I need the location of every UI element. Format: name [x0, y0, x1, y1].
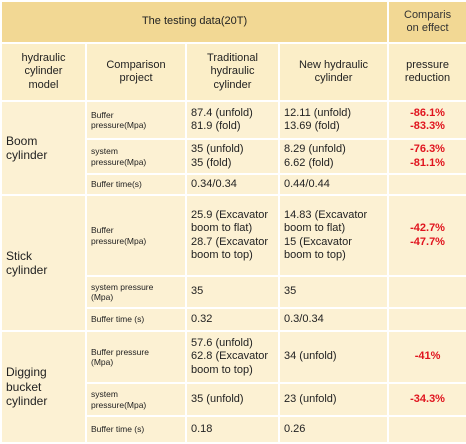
model-cell: Stick cylinder [0, 194, 87, 332]
new-cell: 8.29 (unfold) 6.62 (fold) [277, 138, 390, 175]
project-cell: system pressure (Mpa) [85, 275, 187, 309]
new-cell: 0.26 [277, 415, 390, 444]
reduction-cell: -76.3% -81.1% [387, 138, 466, 175]
data-row: system pressure(Mpa) 35 (unfold) 35 (fold… [1, 138, 466, 175]
data-row: Buffer time (s) 0.32 0.3/0.34 [1, 307, 466, 332]
reduction-cell: -41% [387, 330, 466, 384]
reduction-cell [387, 275, 466, 309]
traditional-cell: 0.18 [185, 415, 280, 444]
reduction-cell: -86.1% -83.3% [387, 100, 466, 140]
model-cell: Digging bucket cylinder [0, 330, 87, 444]
new-cell: 34 (unfold) [277, 330, 390, 384]
reduction-cell: -42.7% -47.7% [387, 194, 466, 277]
project-cell: Buffer pressure (Mpa) [85, 330, 187, 384]
new-cell: 35 [277, 275, 390, 309]
traditional-cell: 57.6 (unfold) 62.8 (Excavator boom to to… [185, 330, 280, 384]
data-row: system pressure (Mpa) 35 35 [1, 275, 466, 309]
traditional-cell: 35 (unfold) 35 (fold) [185, 138, 280, 175]
column-header: pressure reduction [387, 42, 466, 102]
reduction-cell [387, 415, 466, 444]
traditional-cell: 25.9 (Excavator boom to flat) 28.7 (Exca… [185, 194, 280, 277]
reduction-cell: -34.3% [387, 382, 466, 417]
data-row: Buffer time(s) 0.34/0.34 0.44/0.44 [1, 173, 466, 196]
traditional-cell: 35 (unfold) [185, 382, 280, 417]
project-cell: Buffer pressure(Mpa) [85, 194, 187, 277]
project-cell: system pressure(Mpa) [85, 382, 187, 417]
new-cell: 12.11 (unfold) 13.69 (fold) [277, 100, 390, 140]
effect-header: Comparis on effect [387, 0, 466, 44]
header-row: The testing data(20T) Comparis on effect [0, 0, 466, 44]
column-header: Comparison project [85, 42, 187, 102]
project-cell: Buffer time (s) [85, 307, 187, 332]
traditional-cell: 0.32 [185, 307, 280, 332]
project-cell: Buffer time (s) [85, 415, 187, 444]
project-cell: system pressure(Mpa) [85, 138, 187, 175]
table-title: The testing data(20T) [0, 0, 390, 44]
column-header: hydraulic cylinder model [0, 42, 87, 102]
reduction-cell [387, 173, 466, 196]
new-cell: 0.44/0.44 [277, 173, 390, 196]
data-row: Boom cylinder Buffer pressure(Mpa) 87.4 (u… [0, 100, 466, 196]
column-row: hydraulic cylinder model Comparison proje… [0, 42, 466, 102]
traditional-cell: 0.34/0.34 [185, 173, 280, 196]
project-cell: Buffer pressure(Mpa) [85, 100, 187, 140]
data-row: system pressure(Mpa) 35 (unfold) 23 (unfol… [1, 382, 466, 417]
column-header: New hydraulic cylinder [277, 42, 390, 102]
new-cell: 0.3/0.34 [277, 307, 390, 332]
traditional-cell: 87.4 (unfold) 81.9 (fold) [185, 100, 280, 140]
project-cell: Buffer time(s) [85, 173, 187, 196]
data-row: Digging bucket cylinder Buffer pressure (… [0, 330, 466, 444]
reduction-cell [387, 307, 466, 332]
column-header: Traditional hydraulic cylinder [185, 42, 280, 102]
new-cell: 14.83 (Excavator boom to flat) 15 (Excav… [277, 194, 390, 277]
new-cell: 23 (unfold) [277, 382, 390, 417]
model-cell: Boom cylinder [0, 100, 87, 196]
data-row: Stick cylinder Buffer pressure(Mpa) 25.9 (… [0, 194, 466, 332]
traditional-cell: 35 [185, 275, 280, 309]
